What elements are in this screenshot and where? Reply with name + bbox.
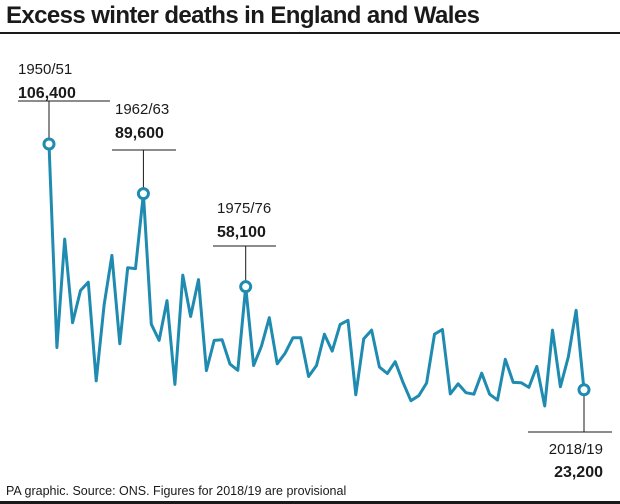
annotation-period-label: 1962/63 <box>115 101 169 118</box>
source-note: PA graphic. Source: ONS. Figures for 201… <box>6 484 347 498</box>
annotation-value-label: 106,400 <box>18 85 76 102</box>
data-point-marker <box>239 280 253 294</box>
annotation-leaders <box>18 100 612 433</box>
annotation-markers <box>42 137 591 397</box>
annotation-value-label: 89,600 <box>115 125 164 142</box>
annotation-period-label: 1975/76 <box>217 200 271 217</box>
series-line <box>47 142 586 408</box>
chart-title: Excess winter deaths in England and Wale… <box>6 2 480 29</box>
bottom-divider <box>0 501 620 504</box>
data-point-marker <box>577 383 591 397</box>
annotation-period-label: 1950/51 <box>18 61 72 78</box>
title-divider <box>0 32 620 34</box>
annotation-value-label: 58,100 <box>217 224 266 241</box>
data-point-marker <box>136 187 150 201</box>
annotation-value-label: 23,200 <box>554 464 603 481</box>
data-point-marker <box>42 137 56 151</box>
annotation-labels: 1950/51 106,400 1962/63 89,600 1975/76 58,100… <box>18 61 603 481</box>
annotation-period-label: 2018/19 <box>549 441 603 458</box>
